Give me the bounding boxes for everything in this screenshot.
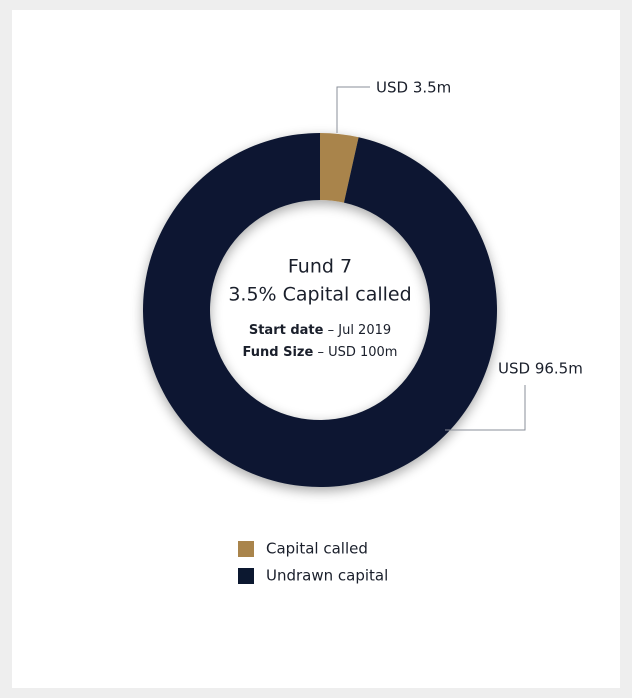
value-label: USD 3.5m [376, 79, 451, 97]
detail-label: Start date [249, 323, 324, 338]
center-title: Fund 7 [288, 256, 352, 278]
callout-line [336, 86, 370, 133]
legend-label: Capital called [266, 540, 368, 558]
donut [143, 133, 498, 487]
detail-text: – Jul 2019 [328, 323, 392, 338]
value-label: USD 96.5m [498, 360, 583, 378]
card [12, 10, 620, 688]
legend-label: Undrawn capital [266, 567, 388, 585]
center-subtitle: 3.5% Capital called [228, 284, 411, 306]
detail-text: – USD 100m [317, 345, 397, 360]
detail: Start date – Jul 2019 [249, 323, 391, 338]
slice [143, 133, 498, 487]
slice [320, 133, 359, 203]
detail: Fund Size – USD 100m [243, 345, 398, 360]
legend-swatch [238, 541, 254, 557]
callout-line [445, 385, 526, 431]
detail-label: Fund Size [243, 345, 314, 360]
legend-swatch [238, 568, 254, 584]
